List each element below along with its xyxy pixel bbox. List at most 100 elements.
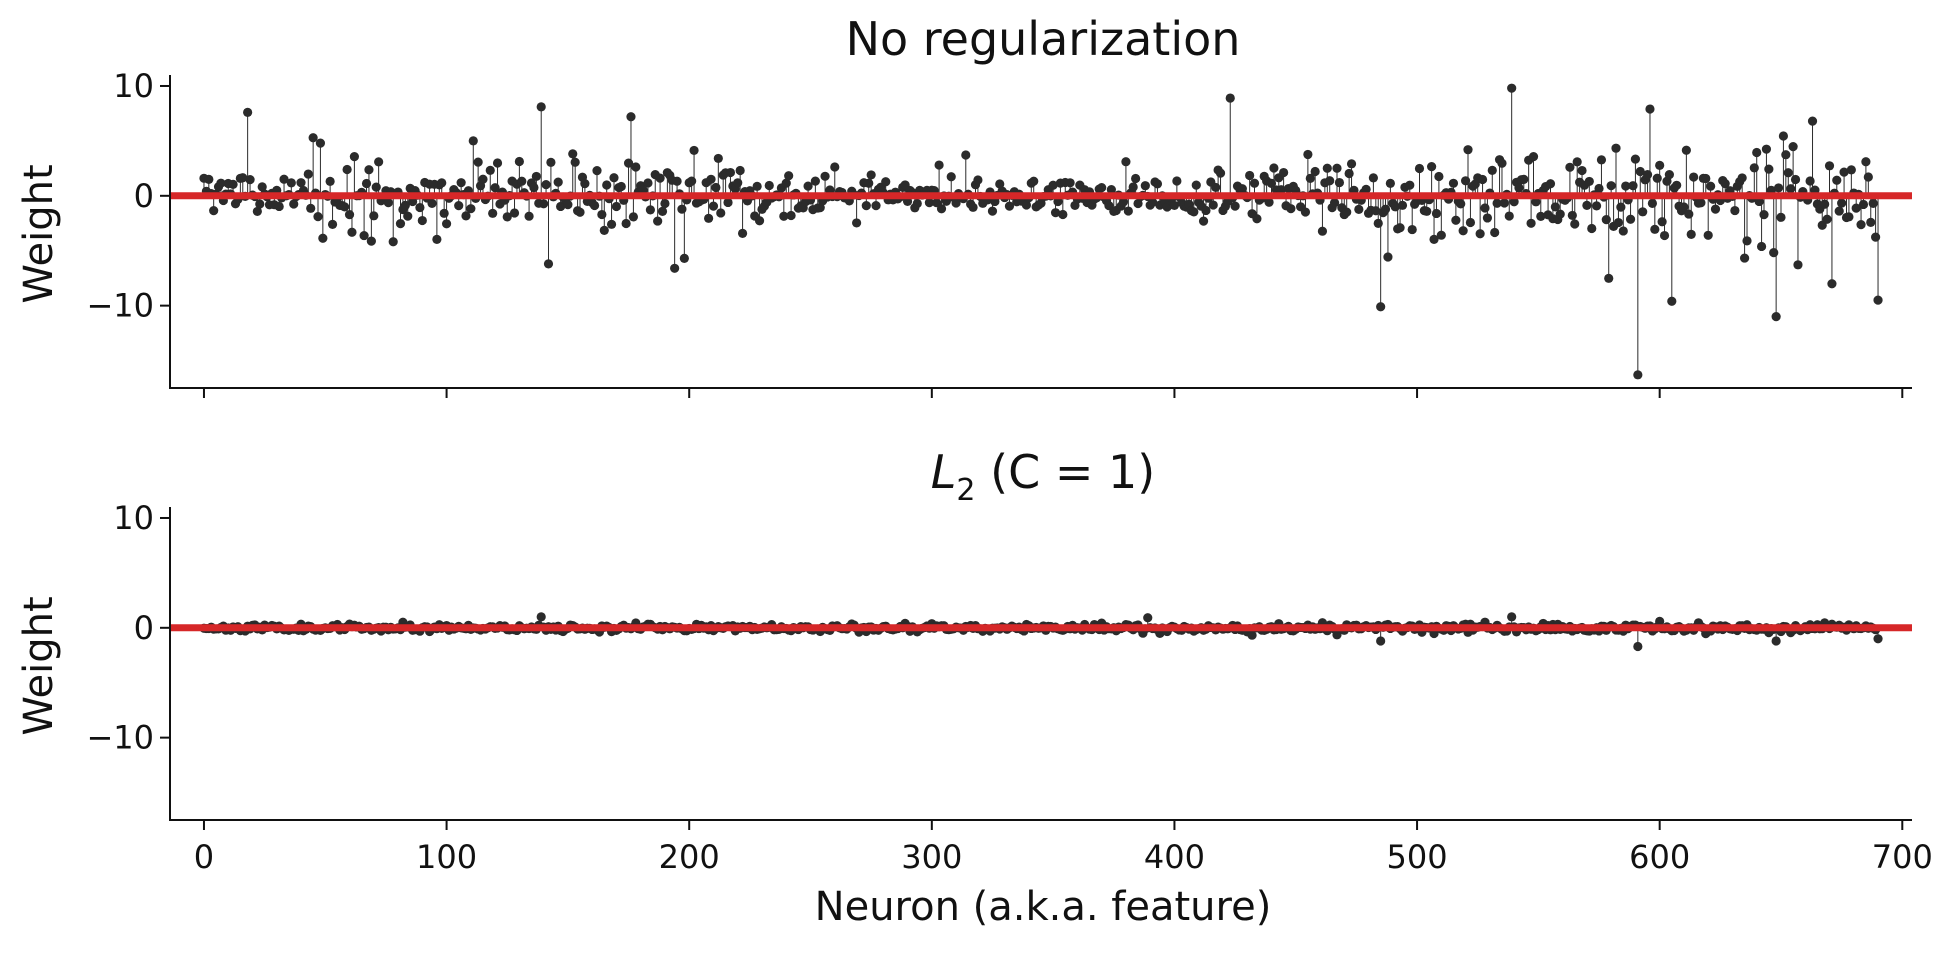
data-point — [643, 178, 653, 188]
bottom-title-var: L — [931, 445, 957, 499]
data-point — [1861, 157, 1871, 167]
data-point — [243, 107, 253, 117]
data-point — [461, 211, 471, 221]
data-point — [347, 227, 357, 237]
data-point — [1827, 279, 1837, 289]
data-point — [1201, 205, 1211, 216]
data-point — [1514, 183, 1524, 193]
data-point — [563, 200, 573, 210]
data-point — [546, 157, 556, 167]
data-point — [934, 160, 944, 170]
data-point — [623, 158, 634, 168]
data-point — [303, 169, 313, 179]
data-point — [349, 152, 359, 162]
data-point — [723, 197, 733, 208]
data-point — [1477, 174, 1488, 185]
data-point — [786, 210, 796, 221]
data-point — [1317, 226, 1328, 236]
data-point — [599, 225, 609, 235]
data-point — [245, 174, 255, 185]
data-point — [1863, 172, 1873, 182]
data-point — [553, 177, 563, 187]
data-point — [1460, 176, 1471, 186]
data-point — [679, 253, 689, 264]
data-point — [1434, 171, 1444, 182]
data-point — [592, 166, 602, 176]
data-point — [1633, 641, 1643, 652]
data-point — [1844, 212, 1854, 222]
data-point — [1873, 295, 1883, 305]
data-point — [439, 208, 449, 218]
data-point — [1630, 154, 1641, 164]
data-point — [1198, 216, 1209, 226]
data-point — [524, 211, 534, 221]
data-point — [1264, 197, 1274, 207]
data-point — [529, 182, 539, 193]
data-point — [570, 157, 580, 167]
data-point — [754, 216, 765, 226]
data-point — [1591, 201, 1602, 211]
data-point — [1761, 144, 1772, 154]
data-point — [1252, 214, 1262, 224]
data-point — [492, 158, 503, 168]
data-point — [1414, 163, 1425, 174]
data-point — [1550, 202, 1560, 212]
data-point — [580, 179, 590, 189]
data-point — [1759, 210, 1769, 220]
data-point — [1776, 212, 1786, 222]
data-point — [924, 198, 934, 208]
data-point — [1482, 213, 1493, 223]
data-point — [327, 219, 338, 229]
data-point — [1752, 147, 1762, 158]
data-point — [539, 199, 549, 209]
data-point — [1742, 236, 1752, 246]
top-title: No regularization — [846, 12, 1241, 66]
data-point — [1133, 198, 1143, 209]
data-point — [1383, 252, 1393, 262]
data-point — [1509, 197, 1519, 207]
data-point — [1427, 162, 1437, 172]
data-point — [1276, 185, 1286, 195]
data-point — [216, 178, 226, 188]
x-tick-label: 700 — [1872, 838, 1933, 876]
data-point — [708, 201, 719, 211]
data-point — [735, 165, 745, 176]
data-point — [1448, 178, 1459, 188]
x-tick-label: 0 — [194, 838, 214, 876]
data-point — [1642, 170, 1653, 180]
data-point — [645, 205, 655, 215]
data-point — [1305, 173, 1315, 183]
x-tick-label: 100 — [416, 838, 477, 876]
data-point — [1681, 145, 1691, 155]
data-point — [1118, 197, 1129, 207]
data-point — [1266, 178, 1277, 189]
data-point — [1490, 227, 1500, 238]
data-point — [1342, 207, 1352, 217]
data-point — [1286, 204, 1296, 214]
data-point — [704, 213, 714, 223]
data-point — [286, 178, 296, 188]
data-point — [1788, 141, 1798, 152]
data-point — [1832, 175, 1842, 185]
data-point — [575, 207, 585, 217]
data-point — [1679, 202, 1689, 212]
data-point — [1545, 179, 1556, 189]
data-point — [568, 149, 578, 159]
data-point — [1480, 203, 1490, 213]
data-point — [1332, 163, 1342, 173]
data-point — [289, 199, 299, 209]
data-point — [1247, 630, 1257, 640]
data-point — [395, 219, 406, 229]
x-tick-label: 600 — [1629, 838, 1690, 876]
data-point — [238, 173, 248, 183]
data-point — [361, 178, 372, 189]
data-point — [912, 198, 922, 209]
data-point — [1769, 248, 1779, 258]
data-point — [1325, 176, 1335, 186]
data-point — [1376, 636, 1386, 646]
data-point — [204, 174, 214, 184]
data-point — [313, 212, 323, 222]
data-point — [1771, 312, 1781, 322]
data-point — [1487, 165, 1497, 175]
